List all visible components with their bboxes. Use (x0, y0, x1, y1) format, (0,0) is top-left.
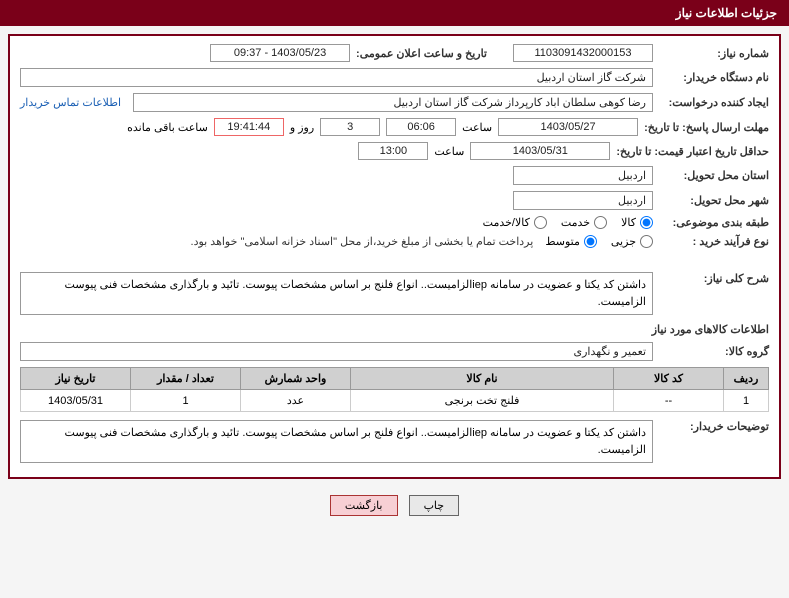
desc-label: توضیحات خریدار: (659, 420, 769, 433)
back-button[interactable]: بازگشت (330, 495, 398, 516)
category-radio-group: کالا خدمت کالا/خدمت (483, 216, 653, 229)
cell-date: 1403/05/31 (21, 390, 131, 412)
need-no-value: 1103091432000153 (513, 44, 653, 62)
desc-text: داشتن کد یکتا و عضویت در سامانه iepالزام… (20, 420, 653, 463)
page-title-bar: جزئیات اطلاعات نیاز (0, 0, 789, 26)
announce-value: 1403/05/23 - 09:37 (210, 44, 350, 62)
requester-label: ایجاد کننده درخواست: (659, 96, 769, 109)
days-word: روز و (290, 121, 314, 134)
th-row: ردیف (724, 368, 769, 390)
items-section-title: اطلاعات کالاهای مورد نیاز (20, 323, 769, 336)
cell-unit: عدد (241, 390, 351, 412)
remaining-word: ساعت باقی مانده (127, 121, 208, 134)
validity-date: 1403/05/31 (470, 142, 610, 160)
validity-label: حداقل تاریخ اعتبار قیمت: تا تاریخ: (616, 145, 769, 158)
print-button[interactable]: چاپ (409, 495, 460, 516)
buyer-org-label: نام دستگاه خریدار: (659, 71, 769, 84)
city-label: شهر محل تحویل: (659, 194, 769, 207)
th-unit: واحد شمارش (241, 368, 351, 390)
countdown: 19:41:44 (214, 118, 284, 136)
group-label: گروه کالا: (659, 345, 769, 358)
process-note: پرداخت تمام یا بخشی از مبلغ خرید،از محل … (191, 235, 534, 248)
city-value: اردبیل (513, 191, 653, 210)
deadline-label: مهلت ارسال پاسخ: تا تاریخ: (644, 121, 769, 134)
announce-label: تاریخ و ساعت اعلان عمومی: (356, 47, 487, 60)
province-label: استان محل تحویل: (659, 169, 769, 182)
th-code: کد کالا (614, 368, 724, 390)
process-label: نوع فرآیند خرید : (659, 235, 769, 248)
time-word-1: ساعت (462, 121, 492, 134)
radio-both[interactable]: کالا/خدمت (483, 216, 547, 229)
th-date: تاریخ نیاز (21, 368, 131, 390)
requester-value: رضا کوهی سلطان اباد کارپرداز شرکت گاز اس… (133, 93, 653, 112)
radio-goods[interactable]: کالا (621, 216, 653, 229)
group-value: تعمیر و نگهداری (20, 342, 653, 361)
table-row: 1 -- فلنج تخت برنجی عدد 1 1403/05/31 (21, 390, 769, 412)
items-table: ردیف کد کالا نام کالا واحد شمارش تعداد /… (20, 367, 769, 412)
radio-medium[interactable]: متوسط (545, 235, 597, 248)
buyer-org-value: شرکت گاز استان اردبیل (20, 68, 653, 87)
deadline-date: 1403/05/27 (498, 118, 638, 136)
th-qty: تعداد / مقدار (131, 368, 241, 390)
deadline-time: 06:06 (386, 118, 456, 136)
page-title: جزئیات اطلاعات نیاز (676, 6, 777, 20)
cell-name: فلنج تخت برنجی (351, 390, 614, 412)
radio-small[interactable]: جزیی (611, 235, 653, 248)
cell-qty: 1 (131, 390, 241, 412)
summary-text: داشتن کد یکتا و عضویت در سامانه iepالزام… (20, 272, 653, 315)
contact-link[interactable]: اطلاعات تماس خریدار (20, 96, 121, 109)
days-remaining: 3 (320, 118, 380, 136)
details-panel: شماره نیاز: 1103091432000153 تاریخ و ساع… (8, 34, 781, 479)
cell-code: -- (614, 390, 724, 412)
cell-row: 1 (724, 390, 769, 412)
th-name: نام کالا (351, 368, 614, 390)
time-word-2: ساعت (434, 145, 464, 158)
category-label: طبقه بندی موضوعی: (659, 216, 769, 229)
need-no-label: شماره نیاز: (659, 47, 769, 60)
summary-label: شرح کلی نیاز: (659, 272, 769, 285)
button-bar: چاپ بازگشت (0, 487, 789, 526)
validity-time: 13:00 (358, 142, 428, 160)
radio-service[interactable]: خدمت (561, 216, 607, 229)
process-radio-group: جزیی متوسط (545, 235, 653, 248)
province-value: اردبیل (513, 166, 653, 185)
